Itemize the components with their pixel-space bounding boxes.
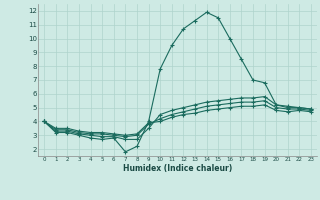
X-axis label: Humidex (Indice chaleur): Humidex (Indice chaleur) bbox=[123, 164, 232, 173]
